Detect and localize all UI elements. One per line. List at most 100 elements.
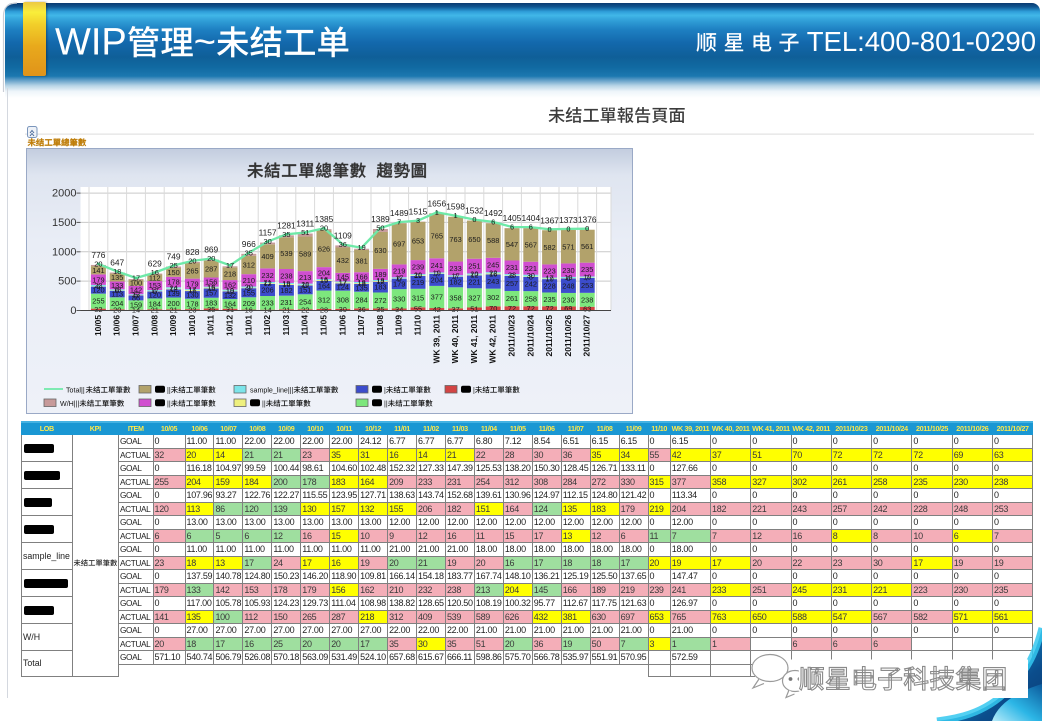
svg-text:164: 164 — [224, 300, 236, 309]
svg-text:238: 238 — [581, 295, 593, 304]
svg-text:145: 145 — [337, 273, 349, 282]
svg-text:18: 18 — [357, 278, 365, 287]
svg-text:142: 142 — [130, 286, 142, 295]
svg-text:233: 233 — [449, 264, 461, 273]
svg-text:650: 650 — [468, 235, 480, 244]
svg-text:251: 251 — [468, 262, 480, 271]
svg-text:10/07: 10/07 — [131, 315, 141, 336]
svg-text:164: 164 — [318, 281, 330, 290]
svg-text:1404: 1404 — [521, 213, 540, 223]
svg-text:120: 120 — [149, 291, 161, 300]
svg-text:571: 571 — [562, 242, 574, 251]
svg-text:0: 0 — [548, 225, 552, 234]
svg-text:409: 409 — [261, 252, 273, 261]
svg-text:2011/10/23: 2011/10/23 — [507, 315, 517, 357]
svg-text:30: 30 — [263, 237, 271, 246]
svg-text:36: 36 — [357, 305, 365, 314]
svg-text:132: 132 — [224, 291, 236, 300]
svg-text:10: 10 — [545, 274, 553, 283]
svg-text:10/06: 10/06 — [112, 315, 122, 336]
svg-text:11/02: 11/02 — [262, 315, 272, 336]
svg-text:12: 12 — [470, 271, 478, 280]
svg-text:10/11: 10/11 — [206, 315, 216, 336]
svg-text:11/01: 11/01 — [243, 315, 253, 336]
svg-text:284: 284 — [355, 296, 367, 305]
svg-text:86: 86 — [132, 293, 140, 302]
svg-text:0: 0 — [566, 224, 570, 233]
svg-text:10/09: 10/09 — [168, 315, 178, 336]
svg-text:151: 151 — [299, 286, 311, 295]
svg-text:243: 243 — [487, 277, 499, 286]
svg-text:162: 162 — [224, 280, 236, 289]
svg-text:539: 539 — [280, 249, 292, 258]
svg-text:11/05: 11/05 — [319, 315, 329, 336]
svg-text:183: 183 — [205, 299, 217, 308]
svg-text:308: 308 — [337, 295, 349, 304]
svg-text:210: 210 — [243, 276, 255, 285]
svg-text:182: 182 — [280, 286, 292, 295]
svg-text:10/08: 10/08 — [149, 315, 159, 336]
svg-text:253: 253 — [581, 281, 593, 290]
svg-text:183: 183 — [374, 283, 386, 292]
svg-text:11/07: 11/07 — [356, 315, 366, 336]
svg-text:381: 381 — [355, 257, 367, 266]
svg-text:|: | — [384, 387, 386, 395]
svg-text:50: 50 — [376, 224, 384, 233]
svg-text:72: 72 — [527, 304, 535, 313]
svg-text:218: 218 — [224, 269, 236, 278]
svg-text:WK 40, 2011: WK 40, 2011 — [450, 315, 460, 364]
svg-text:23: 23 — [508, 270, 516, 279]
svg-text:189: 189 — [374, 270, 386, 279]
svg-text:17: 17 — [451, 271, 459, 280]
svg-text:7: 7 — [585, 273, 589, 282]
svg-text:37: 37 — [451, 305, 459, 314]
svg-text:242: 242 — [525, 280, 537, 289]
svg-text:697: 697 — [393, 240, 405, 249]
svg-text:1500: 1500 — [52, 217, 76, 229]
svg-text:230: 230 — [562, 295, 574, 304]
svg-text:55: 55 — [414, 305, 422, 314]
svg-text:32: 32 — [94, 305, 102, 314]
svg-text:184: 184 — [149, 300, 161, 309]
svg-text:13: 13 — [132, 290, 140, 299]
svg-text:1000: 1000 — [52, 246, 76, 258]
svg-text:11/04: 11/04 — [300, 315, 310, 336]
svg-text:3: 3 — [416, 216, 420, 225]
svg-text:7: 7 — [435, 269, 439, 278]
svg-text:13: 13 — [357, 279, 365, 288]
svg-text:1598: 1598 — [446, 202, 465, 212]
svg-text:6: 6 — [510, 223, 514, 232]
svg-text:255: 255 — [92, 297, 104, 306]
svg-text:10/05: 10/05 — [93, 315, 103, 336]
svg-text:235: 235 — [543, 295, 555, 304]
svg-text:261: 261 — [506, 294, 518, 303]
svg-text:153: 153 — [149, 281, 161, 290]
svg-text:589: 589 — [299, 249, 311, 258]
svg-text:239: 239 — [412, 263, 424, 272]
svg-text:11/10: 11/10 — [413, 315, 423, 336]
svg-text:1376: 1376 — [578, 215, 597, 225]
svg-text:18: 18 — [113, 285, 121, 294]
svg-text:588: 588 — [487, 236, 499, 245]
svg-text:8: 8 — [510, 271, 514, 280]
svg-text:179: 179 — [186, 280, 198, 289]
svg-text:258: 258 — [525, 294, 537, 303]
svg-text:WIP: WIP — [55, 22, 127, 64]
svg-text:1515: 1515 — [409, 207, 428, 217]
svg-text:sample_line|||: sample_line||| — [250, 387, 294, 395]
svg-text:179: 179 — [393, 280, 405, 289]
svg-text:69: 69 — [564, 304, 572, 313]
svg-text:302: 302 — [487, 293, 499, 302]
svg-text:0: 0 — [472, 215, 476, 224]
svg-text:1109: 1109 — [334, 230, 352, 240]
svg-text:120: 120 — [92, 286, 104, 295]
svg-text:135: 135 — [355, 283, 367, 292]
svg-text:||: || — [167, 387, 171, 395]
svg-text:WK 39, 2011: WK 39, 2011 — [431, 315, 441, 364]
svg-text:124: 124 — [337, 283, 349, 292]
svg-text:1492: 1492 — [484, 208, 503, 218]
svg-text:178: 178 — [186, 300, 198, 309]
svg-text:1367: 1367 — [540, 215, 559, 225]
svg-text:34: 34 — [395, 305, 403, 314]
svg-text:12: 12 — [169, 285, 177, 294]
